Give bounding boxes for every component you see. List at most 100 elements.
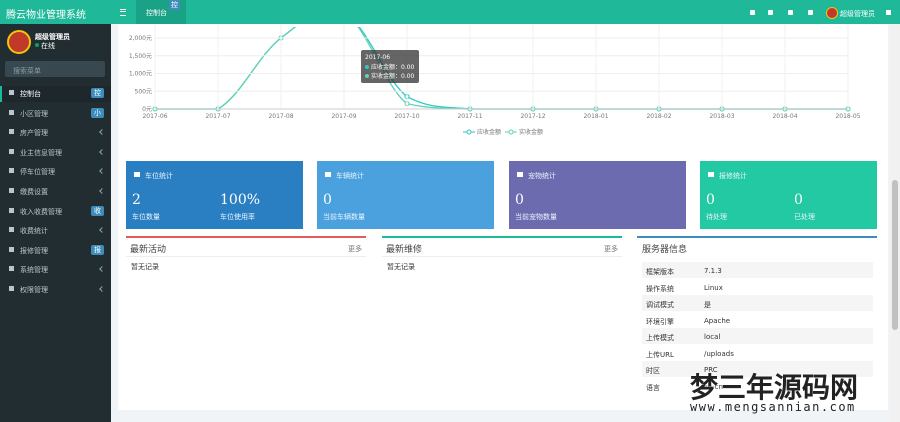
header-icon[interactable] (768, 10, 773, 15)
card-title: 宠物统计 (528, 172, 556, 180)
watermark-url: www.mengsannian.com (690, 400, 856, 414)
menu-badge: 控 (91, 88, 104, 98)
card-label: 待处理 (706, 213, 727, 221)
legend-label: 实收金额 (519, 128, 543, 136)
more-link[interactable]: 更多 (604, 245, 618, 253)
menu-item[interactable]: 房产管理 (20, 129, 48, 138)
menu-item[interactable]: 控制台 (20, 90, 41, 98)
card-icon (134, 172, 140, 177)
x-tick-label: 2018-05 (835, 113, 860, 120)
panel-title: 最新维修 (386, 245, 423, 255)
table-key: 时区 (646, 367, 660, 375)
header-icon[interactable] (808, 10, 813, 15)
y-tick-label: 2,000元 (129, 35, 152, 42)
y-tick-label: 0元 (142, 106, 152, 113)
table-key: 上传模式 (646, 334, 674, 342)
card-value: 0 (706, 192, 715, 208)
stat-card (126, 161, 303, 229)
tooltip-dot (365, 65, 369, 69)
menu-icon (9, 168, 14, 174)
menu-badge: 收 (91, 205, 104, 216)
menu-item[interactable]: 系统管理 (20, 266, 48, 275)
x-tick-label: 2018-02 (646, 113, 671, 120)
menu-icon (9, 227, 14, 233)
card-value: 0 (794, 192, 803, 208)
chart: 0元 500元 1,000元 1,500元 2,000元 2017-06 2017-07 20… (129, 24, 861, 136)
header-icon[interactable] (750, 10, 755, 15)
card-label: 车位数量 (132, 213, 160, 221)
card-label: 当前车辆数量 (323, 213, 365, 221)
card-value: 0 (323, 192, 332, 208)
tooltip (361, 50, 419, 83)
header-icon[interactable] (886, 10, 891, 15)
menu-icon (9, 109, 14, 115)
menu-icon (9, 207, 14, 213)
x-tick-label: 2017-06 (142, 113, 167, 120)
search-box[interactable] (5, 61, 105, 77)
menu-icon (9, 188, 14, 193)
table-key: 调试模式 (646, 301, 674, 309)
tab-badge: 控 (169, 0, 180, 10)
menu-icon (9, 286, 14, 291)
card-icon (325, 172, 331, 177)
menu-icon (9, 129, 14, 135)
table-key: 环境引擎 (646, 317, 674, 326)
active-item (0, 86, 111, 102)
divider (382, 256, 622, 257)
tab-label: 控制台 (146, 9, 167, 17)
x-tick-label: 2017-11 (457, 113, 482, 120)
menu-toggle[interactable] (120, 9, 126, 16)
sidebar-status: 在线 (41, 42, 55, 50)
menu-item[interactable]: 收入收费管理 (20, 207, 62, 216)
header-icon[interactable] (788, 10, 793, 15)
menu-item[interactable]: 小区管理 (20, 109, 48, 118)
x-tick-label: 2018-03 (709, 113, 734, 120)
panel-title: 服务器信息 (642, 245, 688, 255)
menu-item[interactable]: 收费统计 (20, 227, 48, 236)
x-tick-label: 2017-09 (331, 113, 356, 120)
table-value: /uploads (704, 349, 734, 358)
table-row (642, 262, 873, 278)
menu-item[interactable]: 权限管理 (20, 286, 48, 294)
card-label: 已处理 (794, 213, 815, 221)
divider (126, 256, 366, 257)
scroll-thumb[interactable] (892, 180, 898, 330)
card-title: 车位统计 (145, 172, 173, 180)
menu-item[interactable]: 业主信息管理 (20, 148, 62, 157)
header-user[interactable]: 超级管理员 (840, 10, 875, 18)
menu-icon (9, 148, 14, 154)
stat-card (509, 161, 686, 229)
table-value: 7.1.3 (704, 267, 722, 275)
tooltip-line: 应收金额：0.00 (371, 63, 415, 71)
x-tick-label: 2017-10 (394, 113, 419, 120)
table-row (642, 295, 873, 311)
tooltip-dot (365, 74, 369, 78)
card-icon (708, 172, 714, 177)
stat-card (317, 161, 494, 229)
status-dot (35, 43, 39, 47)
table-value: Apache (704, 316, 731, 325)
more-link[interactable]: 更多 (348, 245, 362, 253)
menu-icon (9, 90, 14, 95)
x-tick-label: 2017-12 (520, 113, 545, 120)
menu-item[interactable]: 停车位管理 (20, 168, 55, 177)
table-value: PRC (704, 366, 718, 374)
card-label: 当前宠物数量 (515, 213, 557, 221)
menu-item[interactable]: 报修管理 (20, 246, 48, 255)
legend-swatch (466, 129, 472, 135)
empty-text: 暂无记录 (387, 263, 415, 271)
x-tick-label: 2017-08 (268, 113, 293, 120)
x-tick-label: 2018-01 (583, 113, 608, 120)
table-key: 操作系统 (646, 284, 674, 293)
legend-label: 应收金额 (477, 128, 501, 136)
menu-item[interactable]: 缴费设置 (20, 188, 48, 196)
y-tick-label: 1,000元 (129, 71, 152, 78)
empty-text: 暂无记录 (131, 263, 159, 271)
panel-title: 最新活动 (130, 245, 167, 255)
menu-badge: 报 (91, 244, 104, 255)
search-placeholder: 搜索菜单 (13, 67, 41, 75)
table-row (642, 328, 873, 344)
app-title: 腾云物业管理系统 (6, 10, 86, 21)
sidebar (0, 24, 111, 422)
